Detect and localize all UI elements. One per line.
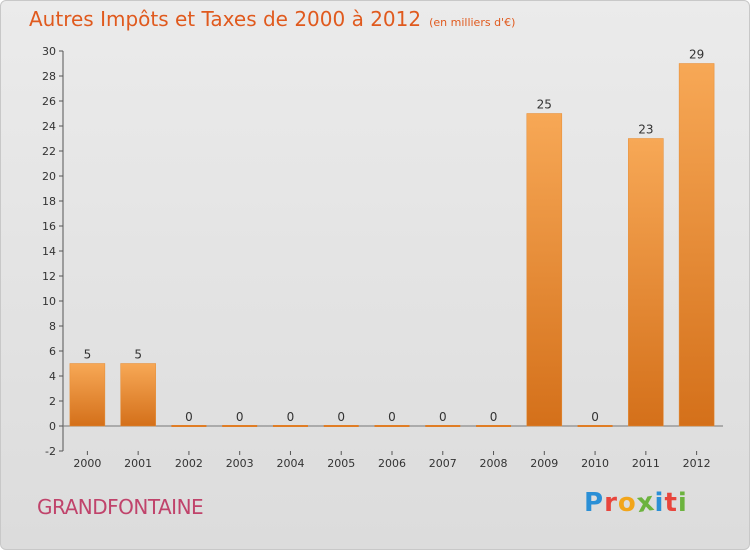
x-tick-label: 2008: [480, 457, 508, 470]
data-label: 0: [388, 410, 396, 424]
bar: [272, 425, 308, 427]
y-tick-label: 16: [42, 220, 56, 233]
x-tick-label: 2001: [124, 457, 152, 470]
x-tick-label: 2005: [327, 457, 355, 470]
bar: [222, 425, 258, 427]
data-label: 0: [490, 410, 498, 424]
logo-letter: P: [584, 488, 605, 518]
data-label: 29: [689, 48, 704, 62]
logo-letter: t: [664, 488, 678, 518]
bar: [526, 113, 563, 427]
x-tick-label: 2011: [632, 457, 660, 470]
x-tick-label: 2003: [226, 457, 254, 470]
data-label: 0: [439, 410, 447, 424]
y-tick-label: 28: [42, 70, 56, 83]
y-tick-label: 30: [42, 45, 56, 58]
y-tick-label: 12: [42, 270, 56, 283]
y-tick-label: 26: [42, 95, 56, 108]
bar: [577, 425, 613, 427]
x-tick-label: 2010: [581, 457, 609, 470]
data-label: 23: [638, 123, 653, 137]
logo-letter: r: [604, 488, 618, 518]
logo-letter: i: [677, 488, 688, 518]
x-tick-label: 2004: [276, 457, 304, 470]
x-tick-label: 2006: [378, 457, 406, 470]
y-tick-label: 20: [42, 170, 56, 183]
y-tick-label: 4: [49, 370, 56, 383]
bar: [678, 63, 715, 427]
data-label: 0: [287, 410, 295, 424]
bar: [628, 138, 664, 427]
x-tick-label: 2007: [429, 457, 457, 470]
data-label: 5: [84, 348, 92, 362]
x-tick-label: 2009: [530, 457, 558, 470]
logo-letter: i: [654, 488, 665, 518]
chart-title: Autres Impôts et Taxes de 2000 à 2012 (en…: [29, 7, 515, 31]
y-tick-label: 6: [49, 345, 56, 358]
y-tick-label: 2: [49, 395, 56, 408]
bar: [69, 363, 106, 427]
commune-name: GRANDFONTAINE: [37, 495, 204, 519]
x-tick-label: 2002: [175, 457, 203, 470]
y-tick-label: 18: [42, 195, 56, 208]
bar: [323, 425, 359, 427]
y-tick-label: 0: [49, 420, 56, 433]
y-tick-label: 8: [49, 320, 56, 333]
data-label: 5: [134, 348, 142, 362]
proxiti-logo[interactable]: Proxiti: [584, 486, 688, 520]
logo-letter: o: [617, 488, 637, 518]
x-tick-label: 2000: [73, 457, 101, 470]
y-tick-label: -2: [45, 445, 56, 458]
y-tick-label: 22: [42, 145, 56, 158]
bar: [425, 425, 461, 427]
bar: [374, 425, 410, 427]
data-label: 0: [236, 410, 244, 424]
x-tick-label: 2012: [683, 457, 711, 470]
chart-title-text: Autres Impôts et Taxes de 2000 à 2012: [29, 7, 422, 31]
data-label: 25: [537, 98, 552, 112]
y-tick-label: 14: [42, 245, 56, 258]
data-label: 0: [185, 410, 193, 424]
chart-unit: (en milliers d'€): [429, 16, 516, 29]
y-tick-label: 24: [42, 120, 56, 133]
bar: [171, 425, 207, 427]
data-label: 0: [591, 410, 599, 424]
bar: [120, 363, 156, 427]
bar: [476, 425, 512, 427]
logo-letter: x: [634, 486, 657, 520]
y-tick-label: 10: [42, 295, 56, 308]
data-label: 0: [337, 410, 345, 424]
